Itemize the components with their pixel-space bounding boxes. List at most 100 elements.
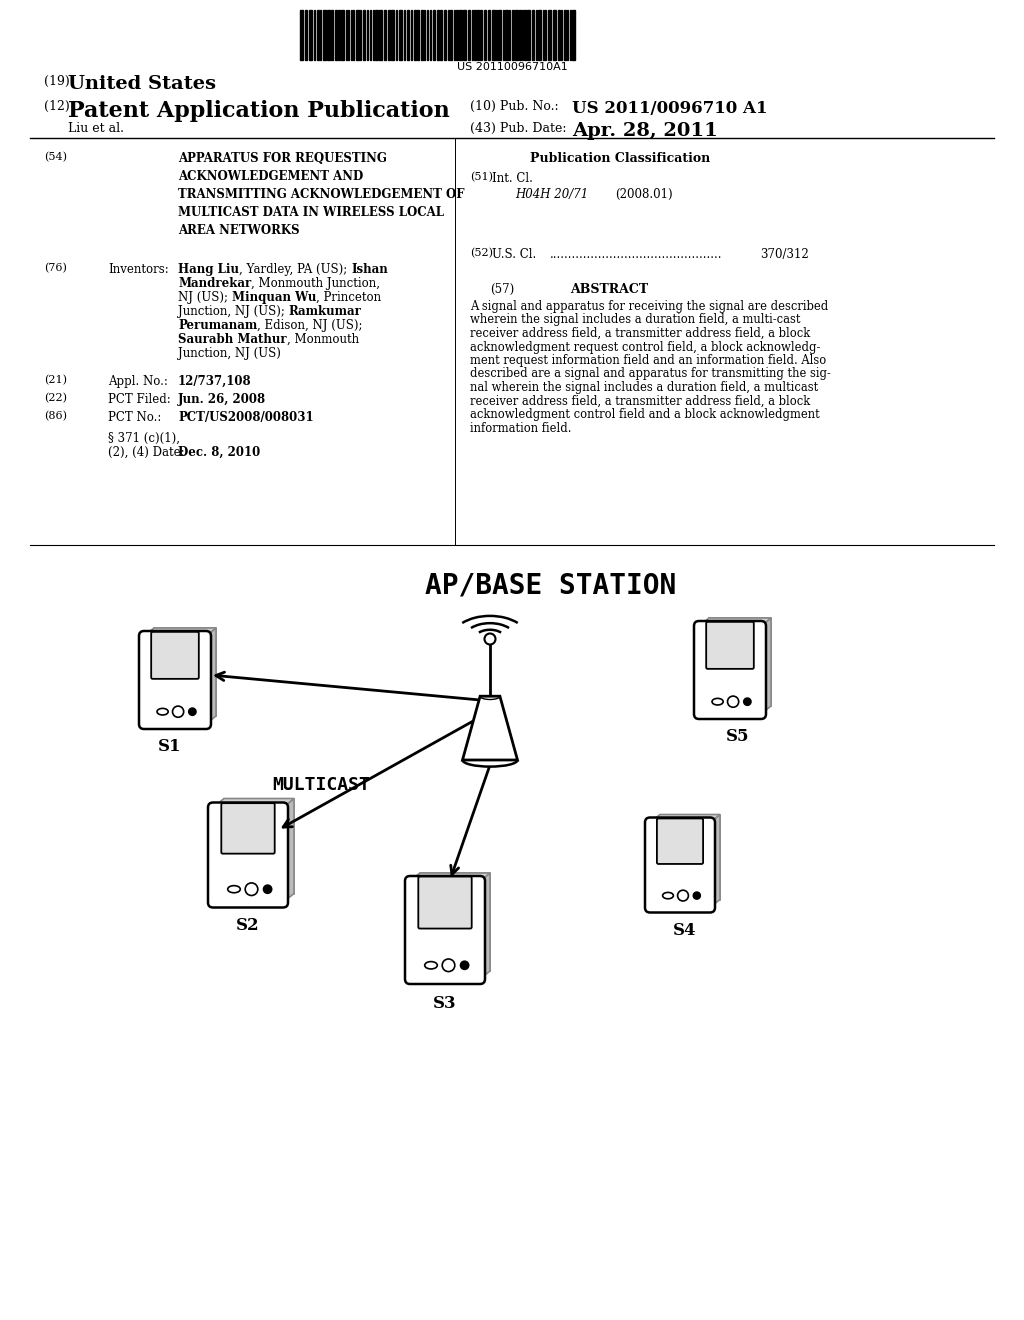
- Polygon shape: [650, 814, 720, 822]
- Text: (76): (76): [44, 263, 67, 273]
- Text: U.S. Cl.: U.S. Cl.: [492, 248, 537, 261]
- Text: Appl. No.:: Appl. No.:: [108, 375, 168, 388]
- Text: nal wherein the signal includes a duration field, a multicast: nal wherein the signal includes a durati…: [470, 381, 818, 393]
- Bar: [512, 11, 514, 59]
- Polygon shape: [463, 696, 517, 760]
- Circle shape: [188, 708, 196, 715]
- Bar: [498, 11, 501, 59]
- Bar: [548, 11, 551, 59]
- Text: S3: S3: [433, 995, 457, 1012]
- Bar: [564, 11, 566, 59]
- Bar: [331, 11, 333, 59]
- Text: Jun. 26, 2008: Jun. 26, 2008: [178, 393, 266, 407]
- Polygon shape: [699, 618, 771, 626]
- Text: Patent Application Publication: Patent Application Publication: [68, 100, 450, 121]
- Polygon shape: [410, 873, 490, 880]
- Text: (54): (54): [44, 152, 67, 162]
- Text: receiver address field, a transmitter address field, a block: receiver address field, a transmitter ad…: [470, 395, 810, 408]
- Circle shape: [245, 883, 258, 895]
- Bar: [323, 11, 326, 59]
- Text: AP/BASE STATION: AP/BASE STATION: [425, 572, 676, 601]
- Bar: [484, 11, 486, 59]
- Bar: [305, 11, 307, 59]
- Text: acknowledgment control field and a block acknowledgment: acknowledgment control field and a block…: [470, 408, 820, 421]
- Text: (86): (86): [44, 411, 67, 421]
- Text: A signal and apparatus for receiving the signal are described: A signal and apparatus for receiving the…: [470, 300, 828, 313]
- Bar: [463, 11, 466, 59]
- Text: , Yardley, PA (US);: , Yardley, PA (US);: [239, 263, 351, 276]
- Text: Saurabh Mathur: Saurabh Mathur: [178, 333, 287, 346]
- Text: NJ (US);: NJ (US);: [178, 290, 231, 304]
- Ellipse shape: [157, 709, 168, 715]
- Text: (19): (19): [44, 75, 70, 88]
- Text: (12): (12): [44, 100, 70, 114]
- FancyBboxPatch shape: [208, 803, 288, 908]
- Bar: [362, 11, 365, 59]
- Text: Hang Liu: Hang Liu: [178, 263, 239, 276]
- Text: MULTICAST: MULTICAST: [272, 776, 370, 795]
- Bar: [399, 11, 402, 59]
- Polygon shape: [144, 628, 216, 636]
- Bar: [391, 11, 394, 59]
- Ellipse shape: [712, 698, 723, 705]
- Bar: [468, 11, 470, 59]
- Circle shape: [727, 696, 738, 708]
- Circle shape: [263, 884, 271, 894]
- FancyBboxPatch shape: [418, 876, 472, 928]
- Text: PCT Filed:: PCT Filed:: [108, 393, 171, 407]
- Bar: [440, 11, 442, 59]
- Bar: [558, 11, 560, 59]
- Circle shape: [172, 706, 183, 717]
- Text: information field.: information field.: [470, 421, 571, 434]
- Text: PCT/US2008/008031: PCT/US2008/008031: [178, 411, 313, 424]
- Circle shape: [484, 634, 496, 644]
- Bar: [433, 11, 435, 59]
- Bar: [527, 11, 530, 59]
- Polygon shape: [213, 799, 294, 808]
- Text: wherein the signal includes a duration field, a multi-cast: wherein the signal includes a duration f…: [470, 314, 801, 326]
- FancyBboxPatch shape: [221, 803, 274, 854]
- Bar: [477, 11, 479, 59]
- Text: , Monmouth Junction,: , Monmouth Junction,: [251, 277, 380, 290]
- Bar: [417, 11, 419, 59]
- Text: Mandrekar: Mandrekar: [178, 277, 251, 290]
- Text: Minquan Wu: Minquan Wu: [231, 290, 316, 304]
- Bar: [553, 11, 556, 59]
- Text: Publication Classification: Publication Classification: [530, 152, 711, 165]
- FancyBboxPatch shape: [406, 876, 485, 983]
- Text: Junction, NJ (US);: Junction, NJ (US);: [178, 305, 289, 318]
- Text: Liu et al.: Liu et al.: [68, 121, 124, 135]
- Text: Int. Cl.: Int. Cl.: [492, 172, 532, 185]
- Text: Ishan: Ishan: [351, 263, 388, 276]
- Bar: [317, 11, 319, 59]
- Text: ment request information field and an information field. Also: ment request information field and an in…: [470, 354, 826, 367]
- Text: § 371 (c)(1),: § 371 (c)(1),: [108, 432, 180, 445]
- FancyBboxPatch shape: [707, 622, 754, 669]
- Bar: [309, 11, 312, 59]
- Polygon shape: [154, 628, 216, 715]
- Circle shape: [442, 958, 455, 972]
- Bar: [459, 11, 462, 59]
- Bar: [492, 11, 495, 59]
- Bar: [505, 11, 508, 59]
- Bar: [407, 11, 409, 59]
- Polygon shape: [206, 628, 216, 723]
- Text: US 20110096710A1: US 20110096710A1: [457, 62, 567, 73]
- Bar: [480, 11, 482, 59]
- Bar: [538, 11, 541, 59]
- Circle shape: [743, 698, 751, 705]
- Bar: [388, 11, 390, 59]
- Bar: [444, 11, 446, 59]
- Polygon shape: [660, 814, 720, 899]
- Text: acknowledgment request control field, a block acknowledg-: acknowledgment request control field, a …: [470, 341, 820, 354]
- Bar: [341, 11, 344, 59]
- Polygon shape: [480, 873, 490, 979]
- Text: United States: United States: [68, 75, 216, 92]
- Text: (10) Pub. No.:: (10) Pub. No.:: [470, 100, 559, 114]
- Text: S5: S5: [726, 729, 750, 744]
- Text: Inventors:: Inventors:: [108, 263, 169, 276]
- Text: (51): (51): [470, 172, 493, 182]
- Text: APPARATUS FOR REQUESTING
ACKNOWLEDGEMENT AND
TRANSMITTING ACKNOWLEDGEMENT OF
MUL: APPARATUS FOR REQUESTING ACKNOWLEDGEMENT…: [178, 152, 465, 238]
- Bar: [375, 11, 378, 59]
- Bar: [532, 11, 534, 59]
